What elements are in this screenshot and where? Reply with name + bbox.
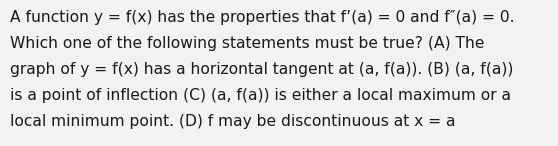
Text: graph of y = f(x) has a horizontal tangent at (a, f(a)). (B) (a, f(a)): graph of y = f(x) has a horizontal tange… xyxy=(10,62,513,77)
Text: A function y = f(x) has the properties that f’(a) = 0 and f″(a) = 0.: A function y = f(x) has the properties t… xyxy=(10,10,514,25)
Text: local minimum point. (D) f may be discontinuous at x = a: local minimum point. (D) f may be discon… xyxy=(10,114,455,129)
Text: is a point of inflection (C) (a, f(a)) is either a local maximum or a: is a point of inflection (C) (a, f(a)) i… xyxy=(10,88,511,103)
Text: Which one of the following statements must be true? (A) The: Which one of the following statements mu… xyxy=(10,36,484,51)
